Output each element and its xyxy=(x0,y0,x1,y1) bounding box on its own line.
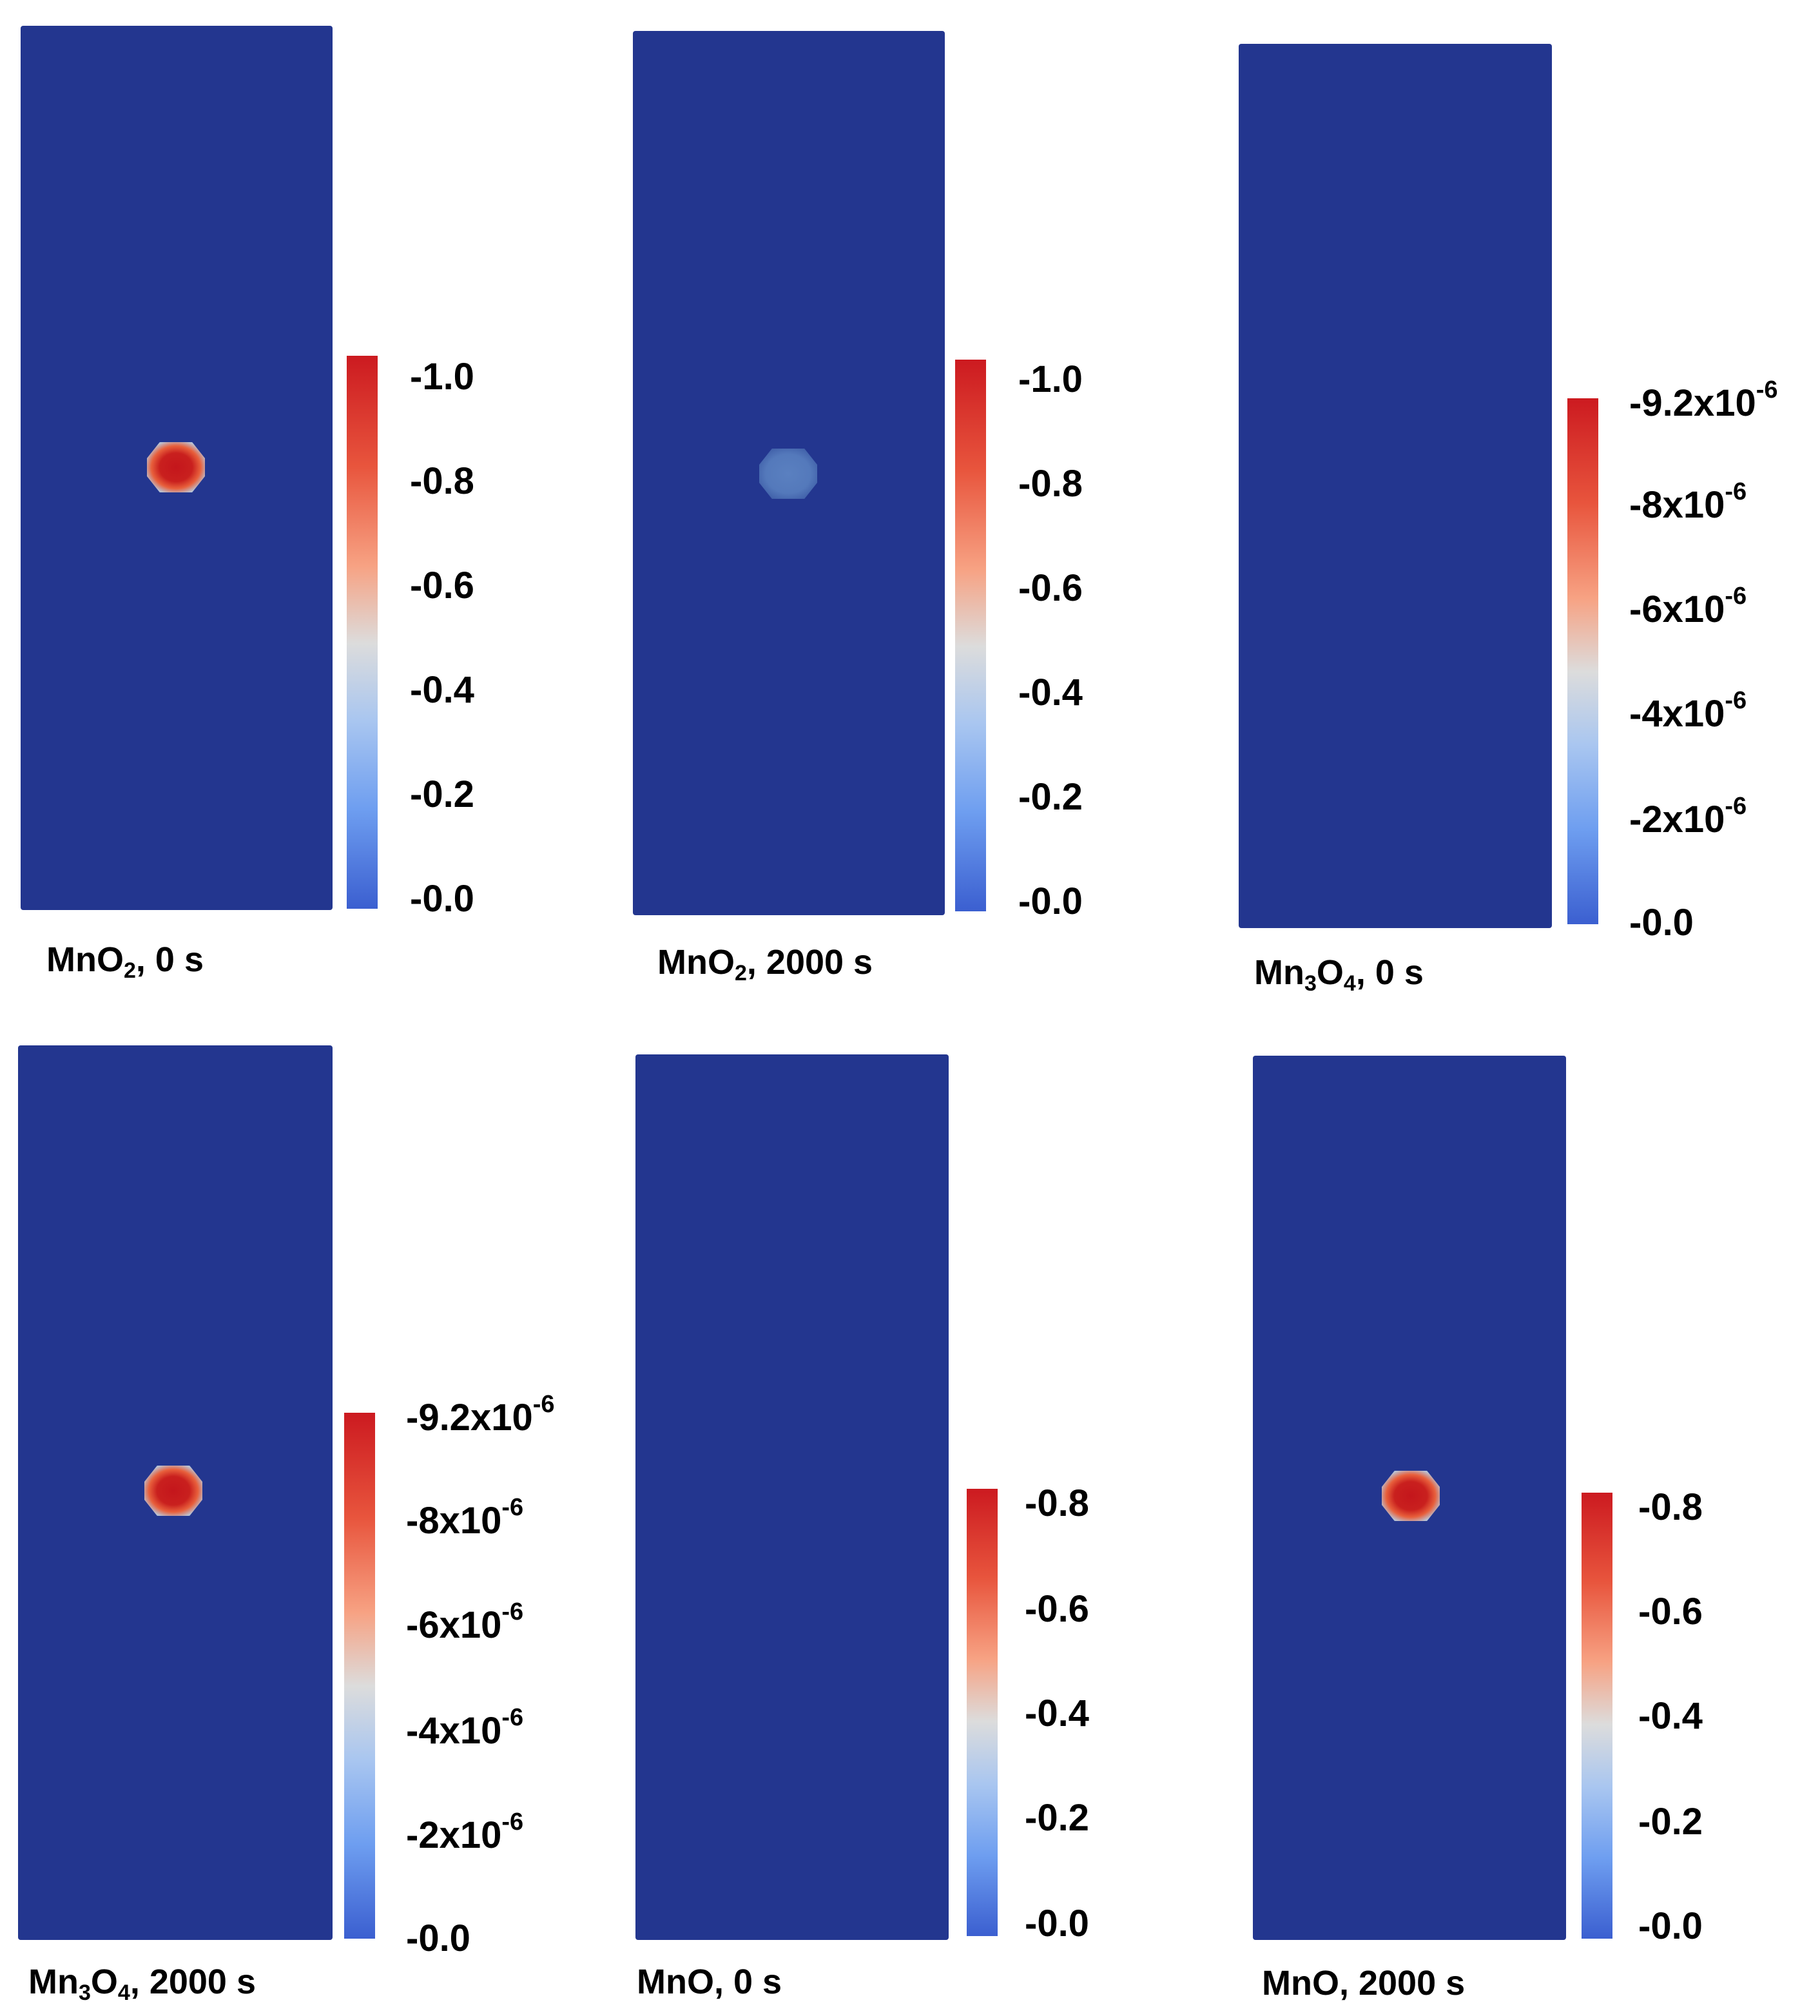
particle-hotspot xyxy=(1382,1471,1440,1521)
colorbar-tick: -0.6 xyxy=(1025,1588,1089,1630)
particle-hotspot xyxy=(147,442,205,492)
colorbar xyxy=(1582,1493,1612,1939)
colorbar-tick: -0.0 xyxy=(1638,1905,1703,1947)
colorbar-tick: -0.4 xyxy=(1018,672,1083,713)
panel-caption: Mn3O4, 2000 s xyxy=(28,1963,256,2005)
colorbar-tick: -0.0 xyxy=(1025,1903,1089,1944)
colorbar-tick: -0.0 xyxy=(1629,902,1694,944)
particle-hotspot xyxy=(759,449,817,499)
colorbar-tick: -0.8 xyxy=(410,460,474,502)
colorbar xyxy=(1567,398,1598,924)
colorbar-tick: -4x10-6 xyxy=(1629,687,1747,735)
colorbar-tick: -0.4 xyxy=(1638,1695,1703,1737)
colorbar-tick: -0.8 xyxy=(1018,463,1083,505)
colorbar-tick: -0.2 xyxy=(1638,1801,1703,1843)
colorbar-tick: -0.6 xyxy=(1018,567,1083,609)
colorbar-tick: -0.6 xyxy=(1638,1591,1703,1633)
panel-caption: MnO, 2000 s xyxy=(1262,1964,1466,2002)
colorbar xyxy=(955,360,986,911)
panel-caption: MnO2, 2000 s xyxy=(657,943,873,985)
colorbar xyxy=(967,1489,998,1936)
colorbar-tick: -1.0 xyxy=(1018,358,1083,400)
concentration-field xyxy=(1239,44,1552,928)
colorbar-tick: -0.8 xyxy=(1025,1482,1089,1524)
panel-caption: MnO, 0 s xyxy=(637,1963,782,2001)
colorbar-tick: -0.2 xyxy=(1018,776,1083,818)
colorbar-tick: -0.0 xyxy=(1018,880,1083,922)
colorbar-tick: -0.4 xyxy=(1025,1692,1089,1734)
colorbar-tick: -6x10-6 xyxy=(1629,583,1747,630)
panel-caption: Mn3O4, 0 s xyxy=(1254,953,1424,996)
particle-hotspot xyxy=(144,1466,202,1516)
panel-caption: MnO2, 0 s xyxy=(46,940,204,983)
colorbar-tick: -0.6 xyxy=(410,565,474,606)
concentration-field xyxy=(635,1054,949,1940)
colorbar-tick: -4x10-6 xyxy=(406,1704,524,1752)
colorbar-tick: -6x10-6 xyxy=(406,1598,524,1646)
colorbar-tick: -1.0 xyxy=(410,356,474,398)
colorbar-tick: -8x10-6 xyxy=(406,1494,524,1542)
colorbar-tick: -0.8 xyxy=(1638,1486,1703,1528)
colorbar-tick: -0.4 xyxy=(410,669,474,711)
colorbar-tick: -0.2 xyxy=(410,773,474,815)
colorbar xyxy=(347,356,378,909)
colorbar-tick: -8x10-6 xyxy=(1629,478,1747,526)
colorbar-tick: -9.2x10-6 xyxy=(1629,376,1778,424)
colorbar-tick: -2x10-6 xyxy=(406,1808,524,1856)
colorbar-tick: -0.2 xyxy=(1025,1797,1089,1839)
colorbar-tick: -9.2x10-6 xyxy=(406,1391,555,1439)
colorbar-tick: -0.0 xyxy=(406,1917,470,1959)
colorbar-tick: -2x10-6 xyxy=(1629,793,1747,840)
colorbar xyxy=(344,1413,375,1939)
colorbar-tick: -0.0 xyxy=(410,878,474,920)
